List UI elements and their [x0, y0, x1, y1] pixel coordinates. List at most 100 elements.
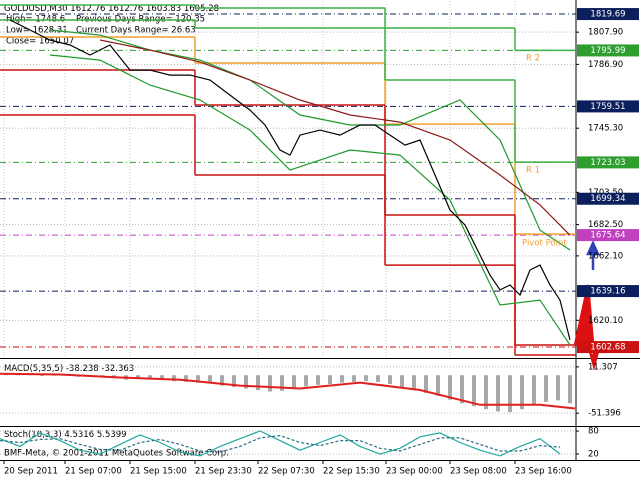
y-tick-label: 11.307	[588, 362, 618, 372]
price-label: 1639.16	[590, 287, 625, 297]
annotation: R 2	[526, 54, 540, 64]
series-line	[0, 372, 576, 410]
price-label: 1723.03	[590, 158, 625, 168]
y-tick-label: 1662.10	[588, 251, 623, 261]
x-tick-label: 23 Sep 00:00	[386, 467, 443, 477]
series-line	[49, 29, 571, 251]
price-label: 1699.34	[590, 194, 625, 204]
histogram-bar	[532, 375, 536, 405]
y-tick-label: -51.396	[588, 409, 621, 419]
annotation: R 1	[526, 166, 540, 176]
low: 1603.83	[146, 4, 181, 14]
symbol: GOLDUSD,M30	[4, 4, 68, 14]
x-tick-label: 22 Sep 15:30	[323, 467, 380, 477]
reading: -32.363	[101, 364, 134, 374]
info: Low= 1628.31	[6, 26, 68, 36]
y-tick-label: 80	[588, 427, 599, 437]
x-tick-label: 21 Sep 15:00	[130, 467, 187, 477]
series-line	[99, 39, 571, 236]
series-line	[9, 19, 571, 341]
histogram-bar	[304, 375, 308, 387]
histogram-bar	[244, 375, 248, 389]
histogram-bar	[448, 375, 452, 400]
arrow-up	[586, 239, 600, 270]
histogram-bar	[40, 375, 44, 376]
info: Current Days Range= 26.63	[76, 26, 196, 36]
y-tick-label: 1745.30	[588, 124, 623, 134]
reading: 5.5399	[97, 430, 127, 440]
histogram-bar	[172, 375, 176, 382]
histogram-bar	[352, 375, 356, 382]
series-line	[0, 434, 561, 453]
histogram-bar	[160, 375, 164, 380]
histogram-bar	[316, 375, 320, 385]
x-tick-label: 23 Sep 16:00	[515, 467, 572, 477]
histogram-bar	[136, 375, 140, 379]
histogram-bar	[520, 375, 524, 410]
macd-title: MACD(5,35,5) -38.238 -32.363	[4, 364, 134, 374]
histogram-bar	[268, 375, 272, 392]
price-label-box	[577, 229, 639, 242]
y-tick-label: 1620.10	[588, 316, 623, 326]
price-label: 1819.69	[590, 10, 625, 20]
histogram-bar	[280, 375, 284, 391]
histogram-bar	[460, 375, 464, 404]
histogram-bar	[424, 375, 428, 393]
x-tick-label: 20 Sep 2011	[4, 467, 58, 477]
histogram-bar	[52, 375, 56, 376]
reading: -38.238	[66, 364, 99, 374]
reading: 4.5316	[64, 430, 94, 440]
histogram-bar	[232, 375, 236, 388]
histogram-bar	[436, 375, 440, 396]
x-tick-label: 23 Sep 08:00	[450, 467, 507, 477]
annotation: Pivot Point	[522, 239, 567, 249]
histogram-bar	[364, 375, 368, 382]
histogram-bar	[184, 375, 188, 382]
histogram-bar	[544, 375, 548, 402]
price-label-box	[577, 341, 639, 354]
histogram-bar	[148, 375, 152, 379]
histogram-bar	[388, 375, 392, 385]
histogram-bar	[508, 375, 512, 413]
histogram-bar	[256, 375, 260, 391]
histogram-bar	[412, 375, 416, 391]
histogram-bar	[496, 375, 500, 412]
x-tick-label: 21 Sep 23:30	[195, 467, 252, 477]
y-tick-label: 1786.90	[588, 60, 623, 70]
price-label-box	[577, 8, 639, 21]
series-line	[49, 54, 571, 346]
info: Close= 1650.07	[6, 37, 74, 47]
indicator-name: MACD(5,35,5)	[4, 364, 63, 374]
price-label-box	[577, 192, 639, 205]
price-label-box	[577, 100, 639, 113]
y-tick-label: 1682.50	[588, 220, 623, 230]
histogram-bar	[556, 375, 560, 401]
y-tick-label: 1807.90	[588, 28, 623, 38]
price-label-box	[577, 156, 639, 169]
x-tick-label: 22 Sep 07:30	[258, 467, 315, 477]
histogram-bar	[328, 375, 332, 385]
high: 1612.76	[108, 4, 143, 14]
histogram-bar	[292, 375, 296, 389]
histogram-bar	[196, 375, 200, 383]
histogram-bar	[568, 375, 572, 404]
price-label: 1675.64	[590, 231, 625, 241]
copyright: BMF-Meta, © 2001-2011 MetaQuotes Softwar…	[4, 449, 229, 459]
histogram-bar	[220, 375, 224, 386]
histogram-bar	[208, 375, 212, 384]
histogram-bar	[376, 375, 380, 382]
series-line	[0, 430, 561, 457]
price-label: 1795.99	[590, 46, 625, 56]
y-tick-label: 20	[588, 450, 599, 460]
price-label-box	[577, 285, 639, 298]
histogram-bar	[340, 375, 344, 383]
x-tick-label: 21 Sep 07:00	[65, 467, 122, 477]
histogram-bar	[400, 375, 404, 388]
price-label: 1759.51	[590, 102, 625, 112]
indicator-name: Stoch(10,3,3)	[4, 430, 62, 440]
price-label-box	[577, 44, 639, 57]
stoch-title: Stoch(10,3,3) 4.5316 5.5399	[4, 430, 127, 440]
histogram-bar	[484, 375, 488, 410]
histogram-bar	[472, 375, 476, 407]
